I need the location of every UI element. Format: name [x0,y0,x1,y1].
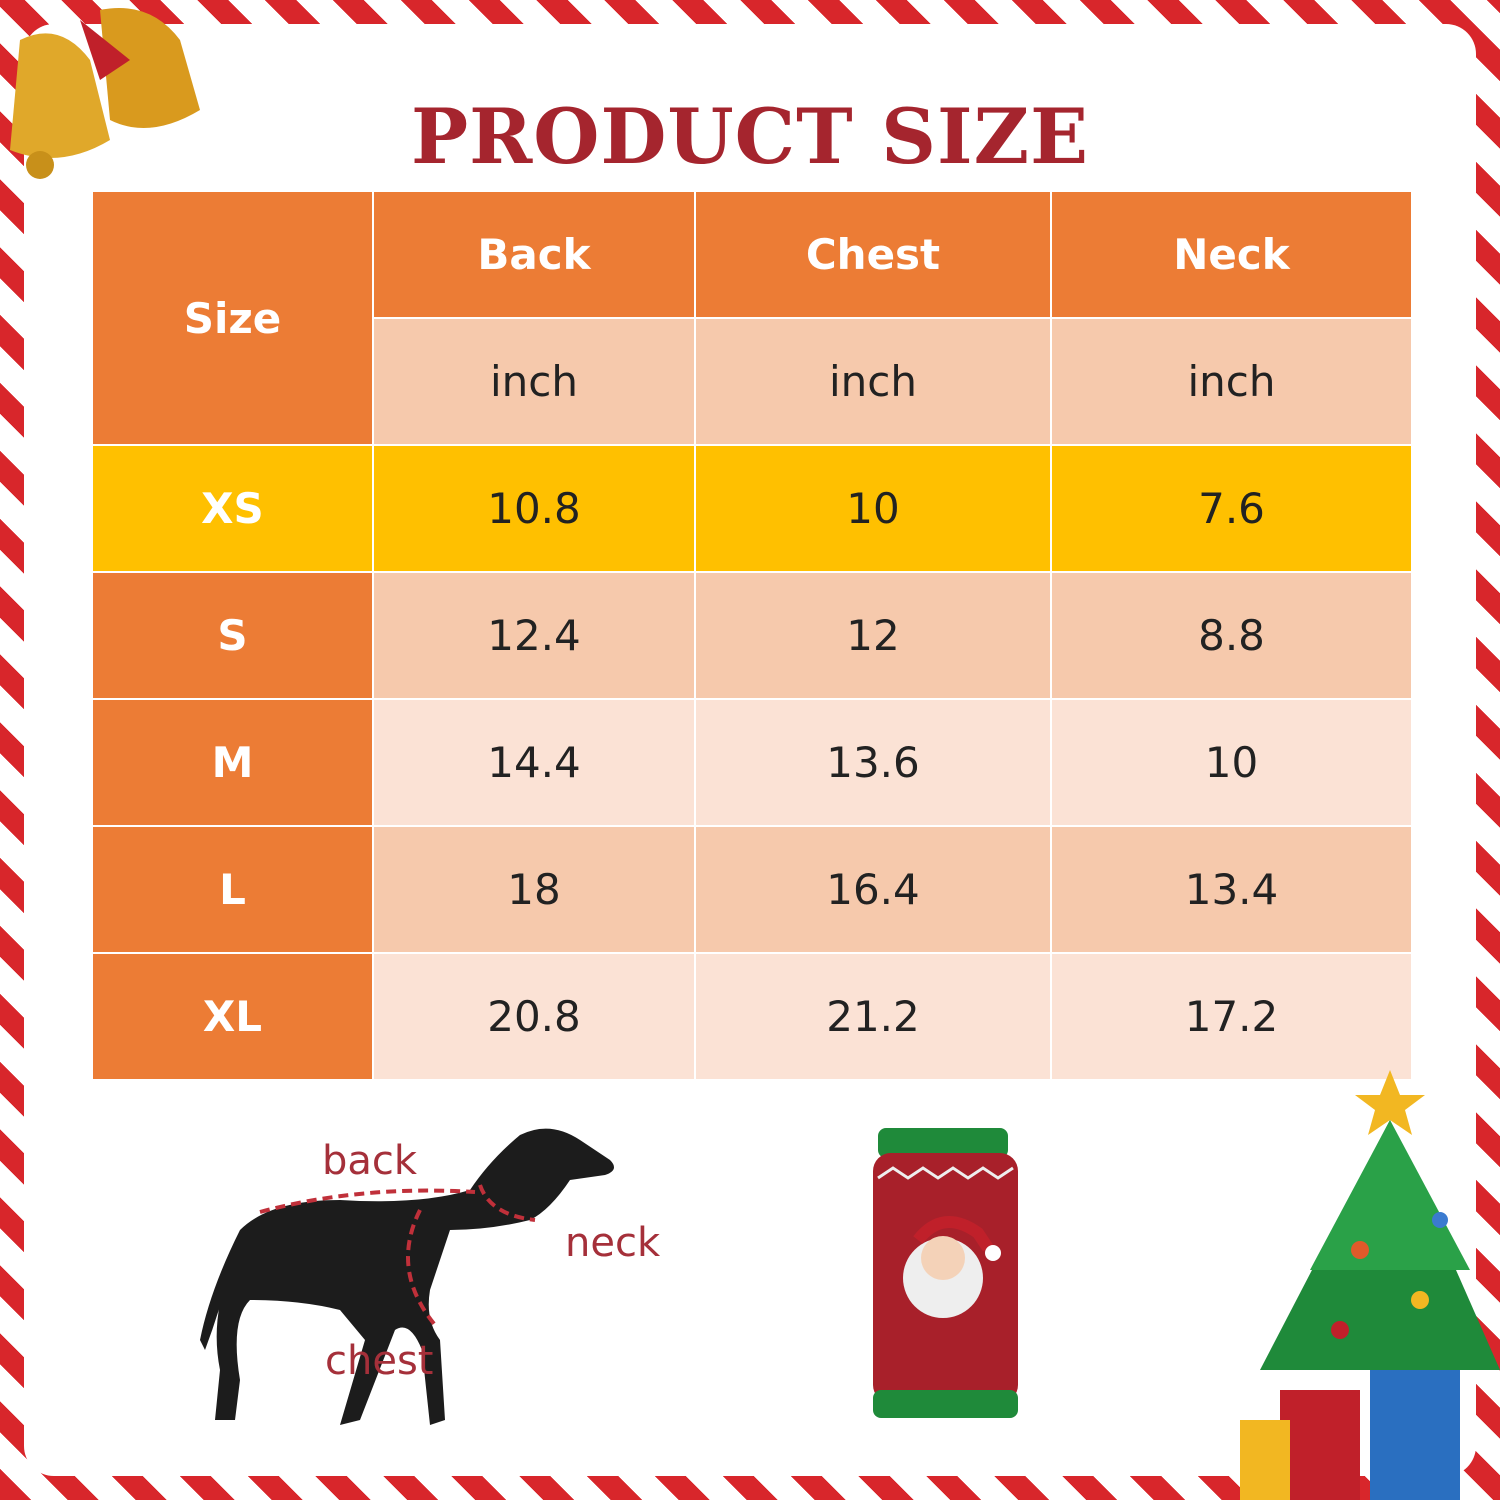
size-cell: M [91,698,374,827]
table-row: M 14.4 13.6 10 [91,698,1413,827]
size-cell: S [91,571,374,700]
column-header: Neck [1050,190,1413,319]
value-cell: 13.6 [694,698,1052,827]
chest-label: chest [325,1338,434,1384]
unit-row: inch inch inch [92,317,1413,446]
neck-label: neck [565,1220,661,1266]
value-cell: 12 [694,571,1052,700]
value-cell: 8.8 [1050,571,1413,700]
value-cell: 16.4 [694,825,1052,954]
value-cell: 21.2 [694,952,1052,1081]
dog-silhouette-icon [200,1128,614,1425]
sweater-image [873,1128,1018,1418]
value-cell: 12.4 [372,571,696,700]
unit-cell: inch [694,317,1052,446]
unit-cell: inch [1050,317,1413,446]
value-cell: 7.6 [1050,444,1413,573]
value-cell: 10 [1050,698,1413,827]
bells-icon [10,8,200,179]
size-table: Size Back Chest Neck inch inch inch XS 1… [91,190,1413,1081]
size-cell: XS [91,444,374,573]
unit-cell: inch [372,317,696,446]
back-label: back [322,1138,418,1184]
column-header: Chest [694,190,1052,319]
value-cell: 10 [694,444,1052,573]
table-row: XS 10.8 10 7.6 [91,444,1413,573]
column-header: Back [372,190,696,319]
table-row: XL 20.8 21.2 17.2 [91,952,1413,1081]
table-row: S 12.4 12 8.8 [91,571,1413,700]
value-cell: 17.2 [1050,952,1413,1081]
value-cell: 13.4 [1050,825,1413,954]
size-cell: XL [91,952,374,1081]
value-cell: 10.8 [372,444,696,573]
value-cell: 14.4 [372,698,696,827]
size-cell: L [91,825,374,954]
christmas-tree-icon [1240,1070,1500,1500]
size-header: Size [91,190,374,446]
page-title: PRODUCT SIZE [410,92,1090,181]
value-cell: 18 [372,825,696,954]
header-row: Size Back Chest Neck [91,190,1413,446]
value-cell: 20.8 [372,952,696,1081]
table-row: L 18 16.4 13.4 [91,825,1413,954]
